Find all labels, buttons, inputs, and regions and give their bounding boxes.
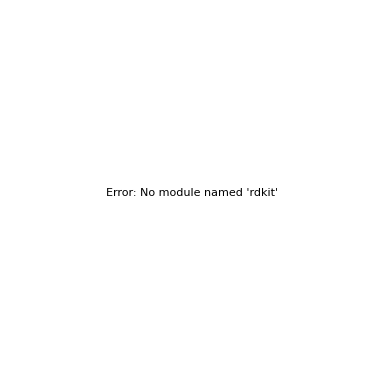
Text: Error: No module named 'rdkit': Error: No module named 'rdkit' <box>106 188 278 198</box>
